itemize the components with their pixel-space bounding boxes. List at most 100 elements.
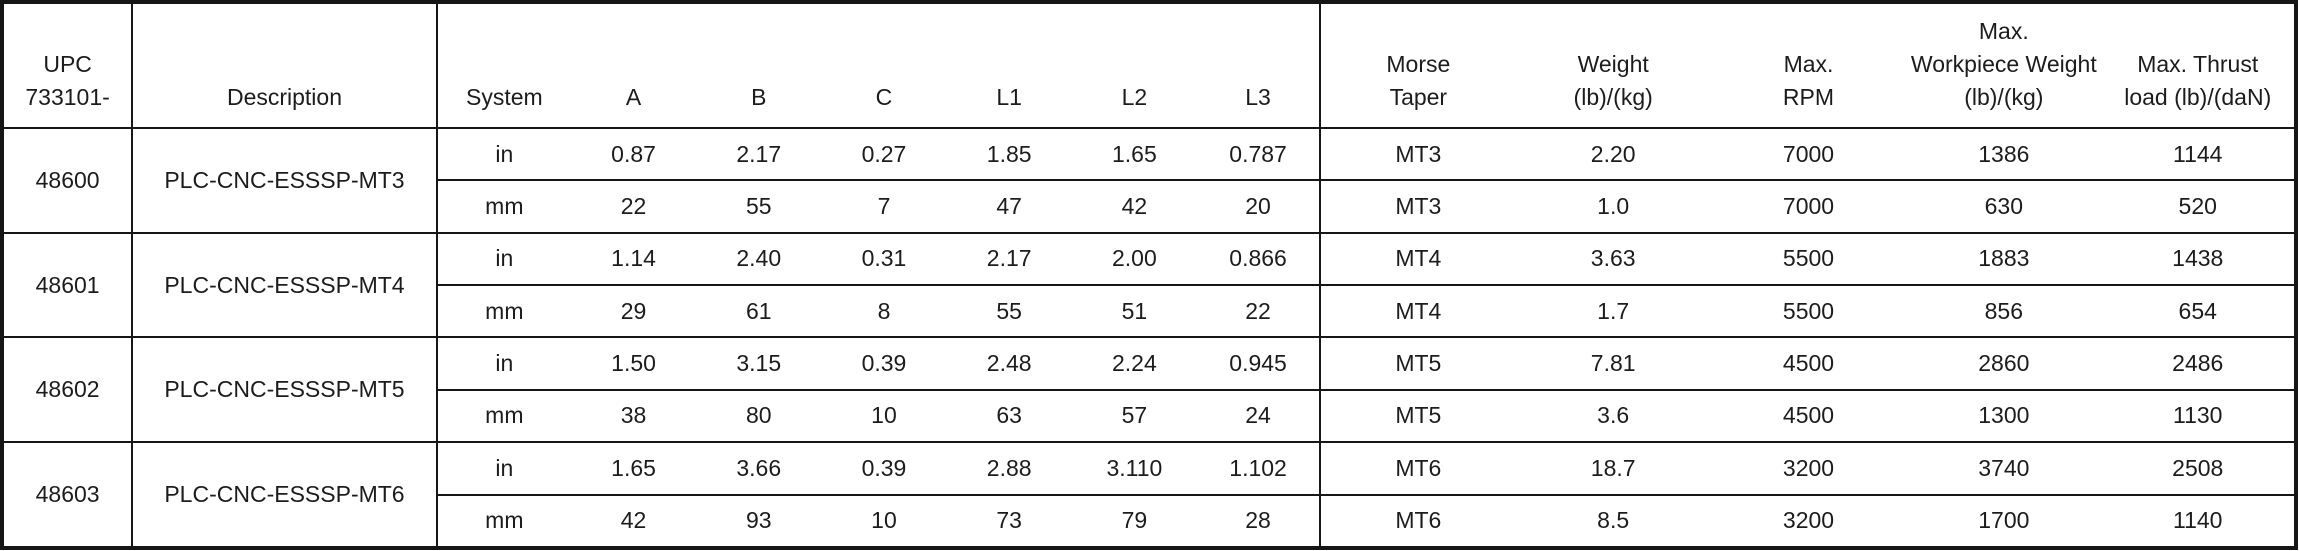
dim-b-cell: 2.40 (696, 232, 822, 287)
dim-l2-cell: 1.65 (1071, 128, 1197, 182)
dim-l2-cell: 3.110 (1071, 442, 1197, 496)
dim-a-cell: 22 (570, 180, 697, 234)
dim-l3-cell: 20 (1196, 180, 1321, 234)
dim-l3-cell: 28 (1196, 494, 1321, 550)
dim-a-cell: 29 (570, 285, 697, 339)
dim-l1-cell: 1.85 (946, 128, 1072, 182)
header-row: UPC 733101- Description System A B C L1 … (2, 2, 2296, 129)
col-header-l3: L3 (1196, 2, 1321, 129)
dim-b-cell: 3.66 (696, 442, 822, 496)
dim-b-cell: 61 (696, 285, 822, 339)
description-cell: PLC-CNC-ESSSP-MT4 (132, 232, 438, 339)
weight-cell: 1.7 (1515, 285, 1711, 339)
dim-c-cell: 8 (821, 285, 947, 339)
upc-cell: 48602 (2, 337, 134, 444)
dim-b-cell: 2.17 (696, 128, 822, 182)
col-header-a: A (570, 2, 697, 129)
dim-b-cell: 3.15 (696, 337, 822, 391)
morse-taper-cell: MT6 (1319, 442, 1516, 496)
weight-cell: 8.5 (1515, 494, 1711, 550)
dim-a-cell: 38 (570, 389, 697, 444)
upc-cell: 48603 (2, 442, 134, 549)
dim-l2-cell: 57 (1071, 389, 1197, 444)
table-row-mm: mm 29 61 8 55 51 22 MT4 1.7 5500 856 654 (2, 285, 2296, 339)
dim-l2-cell: 2.24 (1071, 337, 1197, 391)
morse-taper-cell: MT4 (1319, 285, 1516, 339)
max-workpiece-weight-cell: 1883 (1906, 232, 2102, 287)
max-rpm-cell: 7000 (1710, 180, 1907, 234)
max-thrust-load-cell: 2508 (2101, 442, 2296, 496)
table-row-mm: mm 42 93 10 73 79 28 MT6 8.5 3200 1700 1… (2, 494, 2296, 550)
system-cell: mm (436, 285, 571, 339)
max-workpiece-weight-cell: 1386 (1906, 128, 2102, 182)
max-rpm-cell: 4500 (1710, 389, 1907, 444)
col-header-morse-taper: Morse Taper (1319, 2, 1516, 129)
col-header-max-workpiece-weight: Max. Workpiece Weight (lb)/(kg) (1906, 2, 2102, 129)
weight-cell: 1.0 (1515, 180, 1711, 234)
table-row-in: 48601 PLC-CNC-ESSSP-MT4 in 1.14 2.40 0.3… (2, 232, 2296, 339)
weight-cell: 7.81 (1515, 337, 1711, 391)
morse-taper-cell: MT5 (1319, 389, 1516, 444)
weight-cell: 2.20 (1515, 128, 1711, 182)
max-thrust-load-cell: 1438 (2101, 232, 2296, 287)
table-row-in: 48603 PLC-CNC-ESSSP-MT6 in 1.65 3.66 0.3… (2, 442, 2296, 549)
dim-a-cell: 1.14 (570, 232, 697, 287)
dim-l1-cell: 55 (946, 285, 1072, 339)
max-thrust-load-cell: 520 (2101, 180, 2296, 234)
table-row-mm: mm 38 80 10 63 57 24 MT5 3.6 4500 1300 1… (2, 389, 2296, 444)
dim-l2-cell: 51 (1071, 285, 1197, 339)
weight-cell: 3.63 (1515, 232, 1711, 287)
dim-l2-cell: 42 (1071, 180, 1197, 234)
dim-b-cell: 93 (696, 494, 822, 550)
max-rpm-cell: 5500 (1710, 285, 1907, 339)
system-cell: in (436, 337, 571, 391)
weight-cell: 3.6 (1515, 389, 1711, 444)
dim-a-cell: 0.87 (570, 128, 697, 182)
morse-taper-cell: MT5 (1319, 337, 1516, 391)
morse-taper-cell: MT3 (1319, 128, 1516, 182)
dim-l2-cell: 2.00 (1071, 232, 1197, 287)
dim-l3-cell: 0.787 (1196, 128, 1321, 182)
morse-taper-cell: MT6 (1319, 494, 1516, 550)
max-thrust-load-cell: 1140 (2101, 494, 2296, 550)
dim-l1-cell: 2.17 (946, 232, 1072, 287)
system-cell: mm (436, 389, 571, 444)
morse-taper-cell: MT3 (1319, 180, 1516, 234)
dim-l1-cell: 63 (946, 389, 1072, 444)
max-rpm-cell: 3200 (1710, 442, 1907, 496)
table-row-in: 48600 PLC-CNC-ESSSP-MT3 in 0.87 2.17 0.2… (2, 128, 2296, 234)
max-thrust-load-cell: 2486 (2101, 337, 2296, 391)
dim-l1-cell: 2.48 (946, 337, 1072, 391)
system-cell: in (436, 128, 571, 182)
dim-a-cell: 42 (570, 494, 697, 550)
max-rpm-cell: 3200 (1710, 494, 1907, 550)
col-header-c: C (821, 2, 947, 129)
col-header-max-thrust-load: Max. Thrust load (lb)/(daN) (2101, 2, 2296, 129)
col-header-l1: L1 (946, 2, 1072, 129)
dim-l1-cell: 2.88 (946, 442, 1072, 496)
dim-b-cell: 80 (696, 389, 822, 444)
dim-c-cell: 7 (821, 180, 947, 234)
system-cell: mm (436, 494, 571, 550)
dim-a-cell: 1.50 (570, 337, 697, 391)
dim-c-cell: 0.27 (821, 128, 947, 182)
dim-l3-cell: 0.945 (1196, 337, 1321, 391)
col-header-l2: L2 (1071, 2, 1197, 129)
max-rpm-cell: 4500 (1710, 337, 1907, 391)
col-header-weight: Weight (lb)/(kg) (1515, 2, 1711, 129)
max-workpiece-weight-cell: 2860 (1906, 337, 2102, 391)
max-thrust-load-cell: 654 (2101, 285, 2296, 339)
dim-l3-cell: 1.102 (1196, 442, 1321, 496)
morse-taper-cell: MT4 (1319, 232, 1516, 287)
dim-l2-cell: 79 (1071, 494, 1197, 550)
upc-cell: 48600 (2, 128, 134, 234)
dim-b-cell: 55 (696, 180, 822, 234)
dim-c-cell: 0.31 (821, 232, 947, 287)
max-rpm-cell: 7000 (1710, 128, 1907, 182)
description-cell: PLC-CNC-ESSSP-MT6 (132, 442, 438, 549)
description-cell: PLC-CNC-ESSSP-MT3 (132, 128, 438, 234)
max-workpiece-weight-cell: 1300 (1906, 389, 2102, 444)
max-rpm-cell: 5500 (1710, 232, 1907, 287)
